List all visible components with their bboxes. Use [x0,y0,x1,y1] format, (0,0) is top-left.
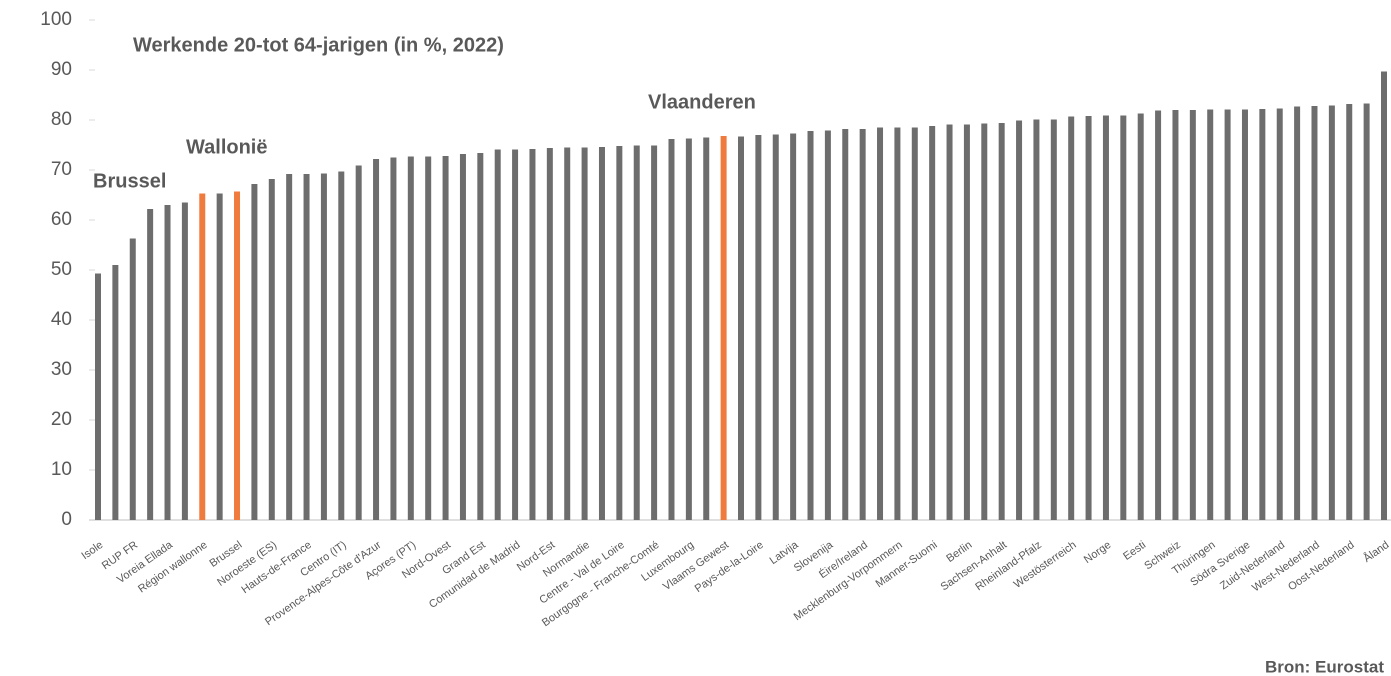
y-tick-label: 90 [51,59,72,80]
bar [494,149,501,520]
bar [616,146,623,520]
bar [772,134,779,520]
bar [147,209,154,520]
y-tick-label: 100 [40,9,72,30]
y-tick-label: 10 [51,459,72,480]
bar [164,205,171,520]
bar [529,149,536,520]
bar [946,124,953,520]
bar [1068,116,1075,520]
y-tick-label: 70 [51,159,72,180]
x-tick-label: Åland [1361,538,1391,565]
bar [425,156,432,520]
bar [320,173,327,520]
chart-title: Werkende 20-tot 64-jarigen (in %, 2022) [133,34,504,56]
bar [738,136,744,520]
bar [407,156,414,520]
bar [894,127,901,520]
bar [268,179,275,520]
bar [668,139,675,520]
bar [685,138,692,520]
bar [251,184,258,520]
bar [1085,116,1092,520]
bar [1241,109,1248,520]
bar [1172,110,1179,520]
bar [1381,71,1387,520]
x-tick-label: Norge [1082,539,1113,566]
bar [355,165,362,520]
bar [720,136,727,520]
bar [234,191,241,520]
y-tick-label: 20 [51,409,72,430]
bar [1102,115,1109,520]
bar [1346,104,1353,520]
bar [1155,110,1162,520]
bar [546,148,553,520]
bar [338,171,345,520]
bar [911,127,918,520]
x-tick-label: Eesti [1121,539,1148,563]
bar [998,123,1005,520]
bar [859,129,866,520]
bar [1033,119,1040,520]
bar [1311,106,1318,520]
source: Bron: Eurostat [1265,657,1384,676]
bar [1137,113,1144,520]
bar [877,127,884,520]
x-tick-label: Isole [79,539,105,562]
annotation: Wallonië [186,136,267,158]
bar [755,135,762,520]
bar [199,193,206,520]
bar [459,154,466,520]
y-tick-label: 60 [51,209,72,230]
annotation: Brussel [93,170,166,192]
bar [95,273,101,520]
bar [1328,105,1335,520]
y-tick-label: 0 [61,509,72,530]
bar [633,145,640,520]
bar [373,159,380,520]
bar [1207,109,1214,520]
bar [703,137,710,520]
bar [112,265,119,520]
x-tick-label: Westösterreich [1012,539,1079,591]
bar [824,130,831,520]
y-tick-label: 80 [51,109,72,130]
bar [216,193,223,520]
bar [1016,120,1023,520]
bar [181,202,188,520]
bar [651,145,658,520]
bar [286,174,293,520]
bar [1050,119,1057,520]
bar [390,157,397,520]
bar [1259,109,1266,520]
bar [981,123,988,520]
y-tick-label: 40 [51,309,72,330]
annotation: Vlaanderen [648,91,756,113]
bar [963,124,970,520]
bar [564,147,571,520]
bar [442,156,449,520]
bar [790,133,797,520]
y-tick-label: 30 [51,359,72,380]
bar [512,149,519,520]
bar [842,129,849,520]
bar [1189,110,1196,520]
bar [1276,108,1283,520]
bar [598,147,605,520]
bar [129,238,136,520]
bar [1224,109,1231,520]
bar [1294,106,1301,520]
y-tick-label: 50 [51,259,72,280]
bar [929,126,936,520]
bar [581,147,588,520]
bar [477,153,484,520]
bar [303,174,310,520]
bar [1120,115,1127,520]
bar [1363,103,1370,520]
x-tick-label: Manner-Suomi [874,539,940,590]
bar [807,131,814,520]
